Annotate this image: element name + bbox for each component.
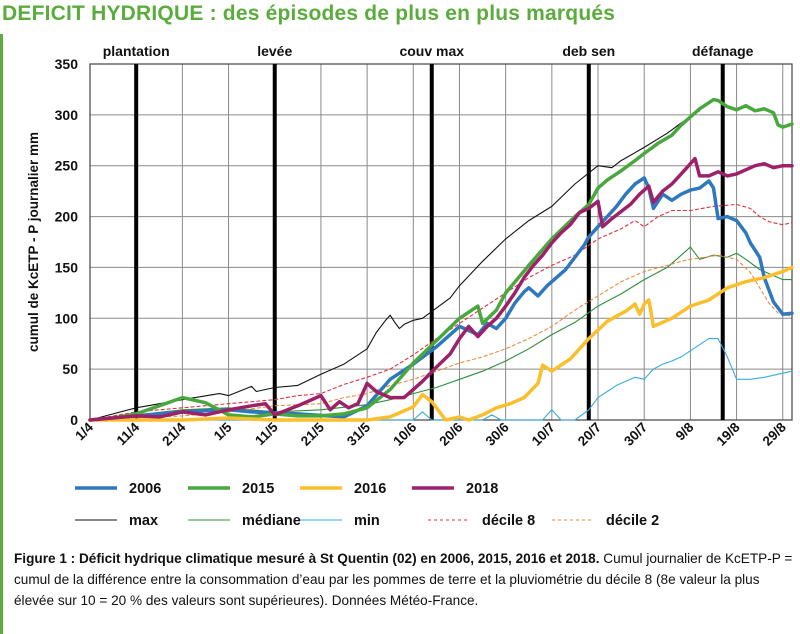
x-tick-label: 21/5: [298, 419, 328, 449]
series-line-max: [89, 110, 701, 421]
y-tick-label: 100: [55, 310, 79, 326]
figure-frame: [0, 34, 800, 634]
series-line-décile 8: [89, 203, 793, 421]
stage-label: plantation: [103, 43, 170, 59]
x-tick-label: 11/4: [114, 419, 143, 448]
legend-label: décile 2: [606, 513, 659, 529]
y-tick-label: 350: [55, 56, 79, 72]
legend-label: min: [354, 513, 380, 529]
x-tick-label: 30/7: [621, 420, 650, 449]
y-tick-label: 50: [62, 361, 78, 377]
legend-label: décile 8: [482, 513, 535, 529]
x-tick-label: 30/6: [483, 419, 513, 449]
stage-label: couv max: [399, 43, 464, 59]
y-tick-label: 200: [55, 209, 79, 225]
legend-label: 2016: [354, 481, 386, 497]
stage-label: deb sen: [562, 43, 615, 59]
series-line-2018: [88, 156, 794, 422]
x-tick-label: 21/4: [159, 419, 189, 449]
legend-label: 2015: [242, 481, 274, 497]
plot-area: [90, 64, 792, 420]
x-tick-label: 19/8: [714, 419, 744, 449]
page-title: DEFICIT HYDRIQUE : des épisodes de plus …: [2, 2, 616, 25]
x-tick-label: 9/8: [673, 419, 697, 443]
x-tick-label: 11/5: [252, 419, 281, 448]
legend-label: médiane: [242, 513, 301, 529]
series-line-min: [89, 338, 793, 421]
x-tick-label: 29/8: [760, 419, 790, 449]
y-tick-label: 0: [70, 412, 78, 428]
legend-label: 2018: [466, 481, 498, 497]
y-tick-label: 250: [55, 158, 79, 174]
x-tick-label: 10/7: [529, 420, 558, 449]
y-axis-label: cumul de KcETP - P journalier mm: [26, 132, 41, 352]
x-tick-label: 20/6: [436, 419, 466, 449]
series-line-2016: [88, 265, 794, 422]
x-tick-label: 10/6: [390, 419, 420, 449]
legend-label: 2006: [129, 481, 161, 497]
stage-label: défanage: [692, 43, 754, 59]
y-tick-label: 300: [55, 107, 79, 123]
x-tick-label: 31/5: [344, 419, 374, 449]
y-tick-label: 150: [55, 259, 79, 275]
stage-label: levée: [257, 43, 292, 59]
caption-bold: Figure 1 : Déficit hydrique climatique m…: [14, 551, 600, 566]
caption-text: Cumul journalier de KcETP-P = cumul de l…: [14, 551, 793, 608]
series-line-2006: [88, 176, 794, 422]
figure-caption: Figure 1 : Déficit hydrique climatique m…: [14, 548, 794, 611]
x-tick-label: 1/5: [211, 419, 235, 443]
x-tick-label: 20/7: [575, 420, 604, 449]
series-line-médiane: [89, 246, 793, 421]
series-line-décile 2: [89, 254, 793, 421]
legend-label: max: [129, 513, 158, 529]
